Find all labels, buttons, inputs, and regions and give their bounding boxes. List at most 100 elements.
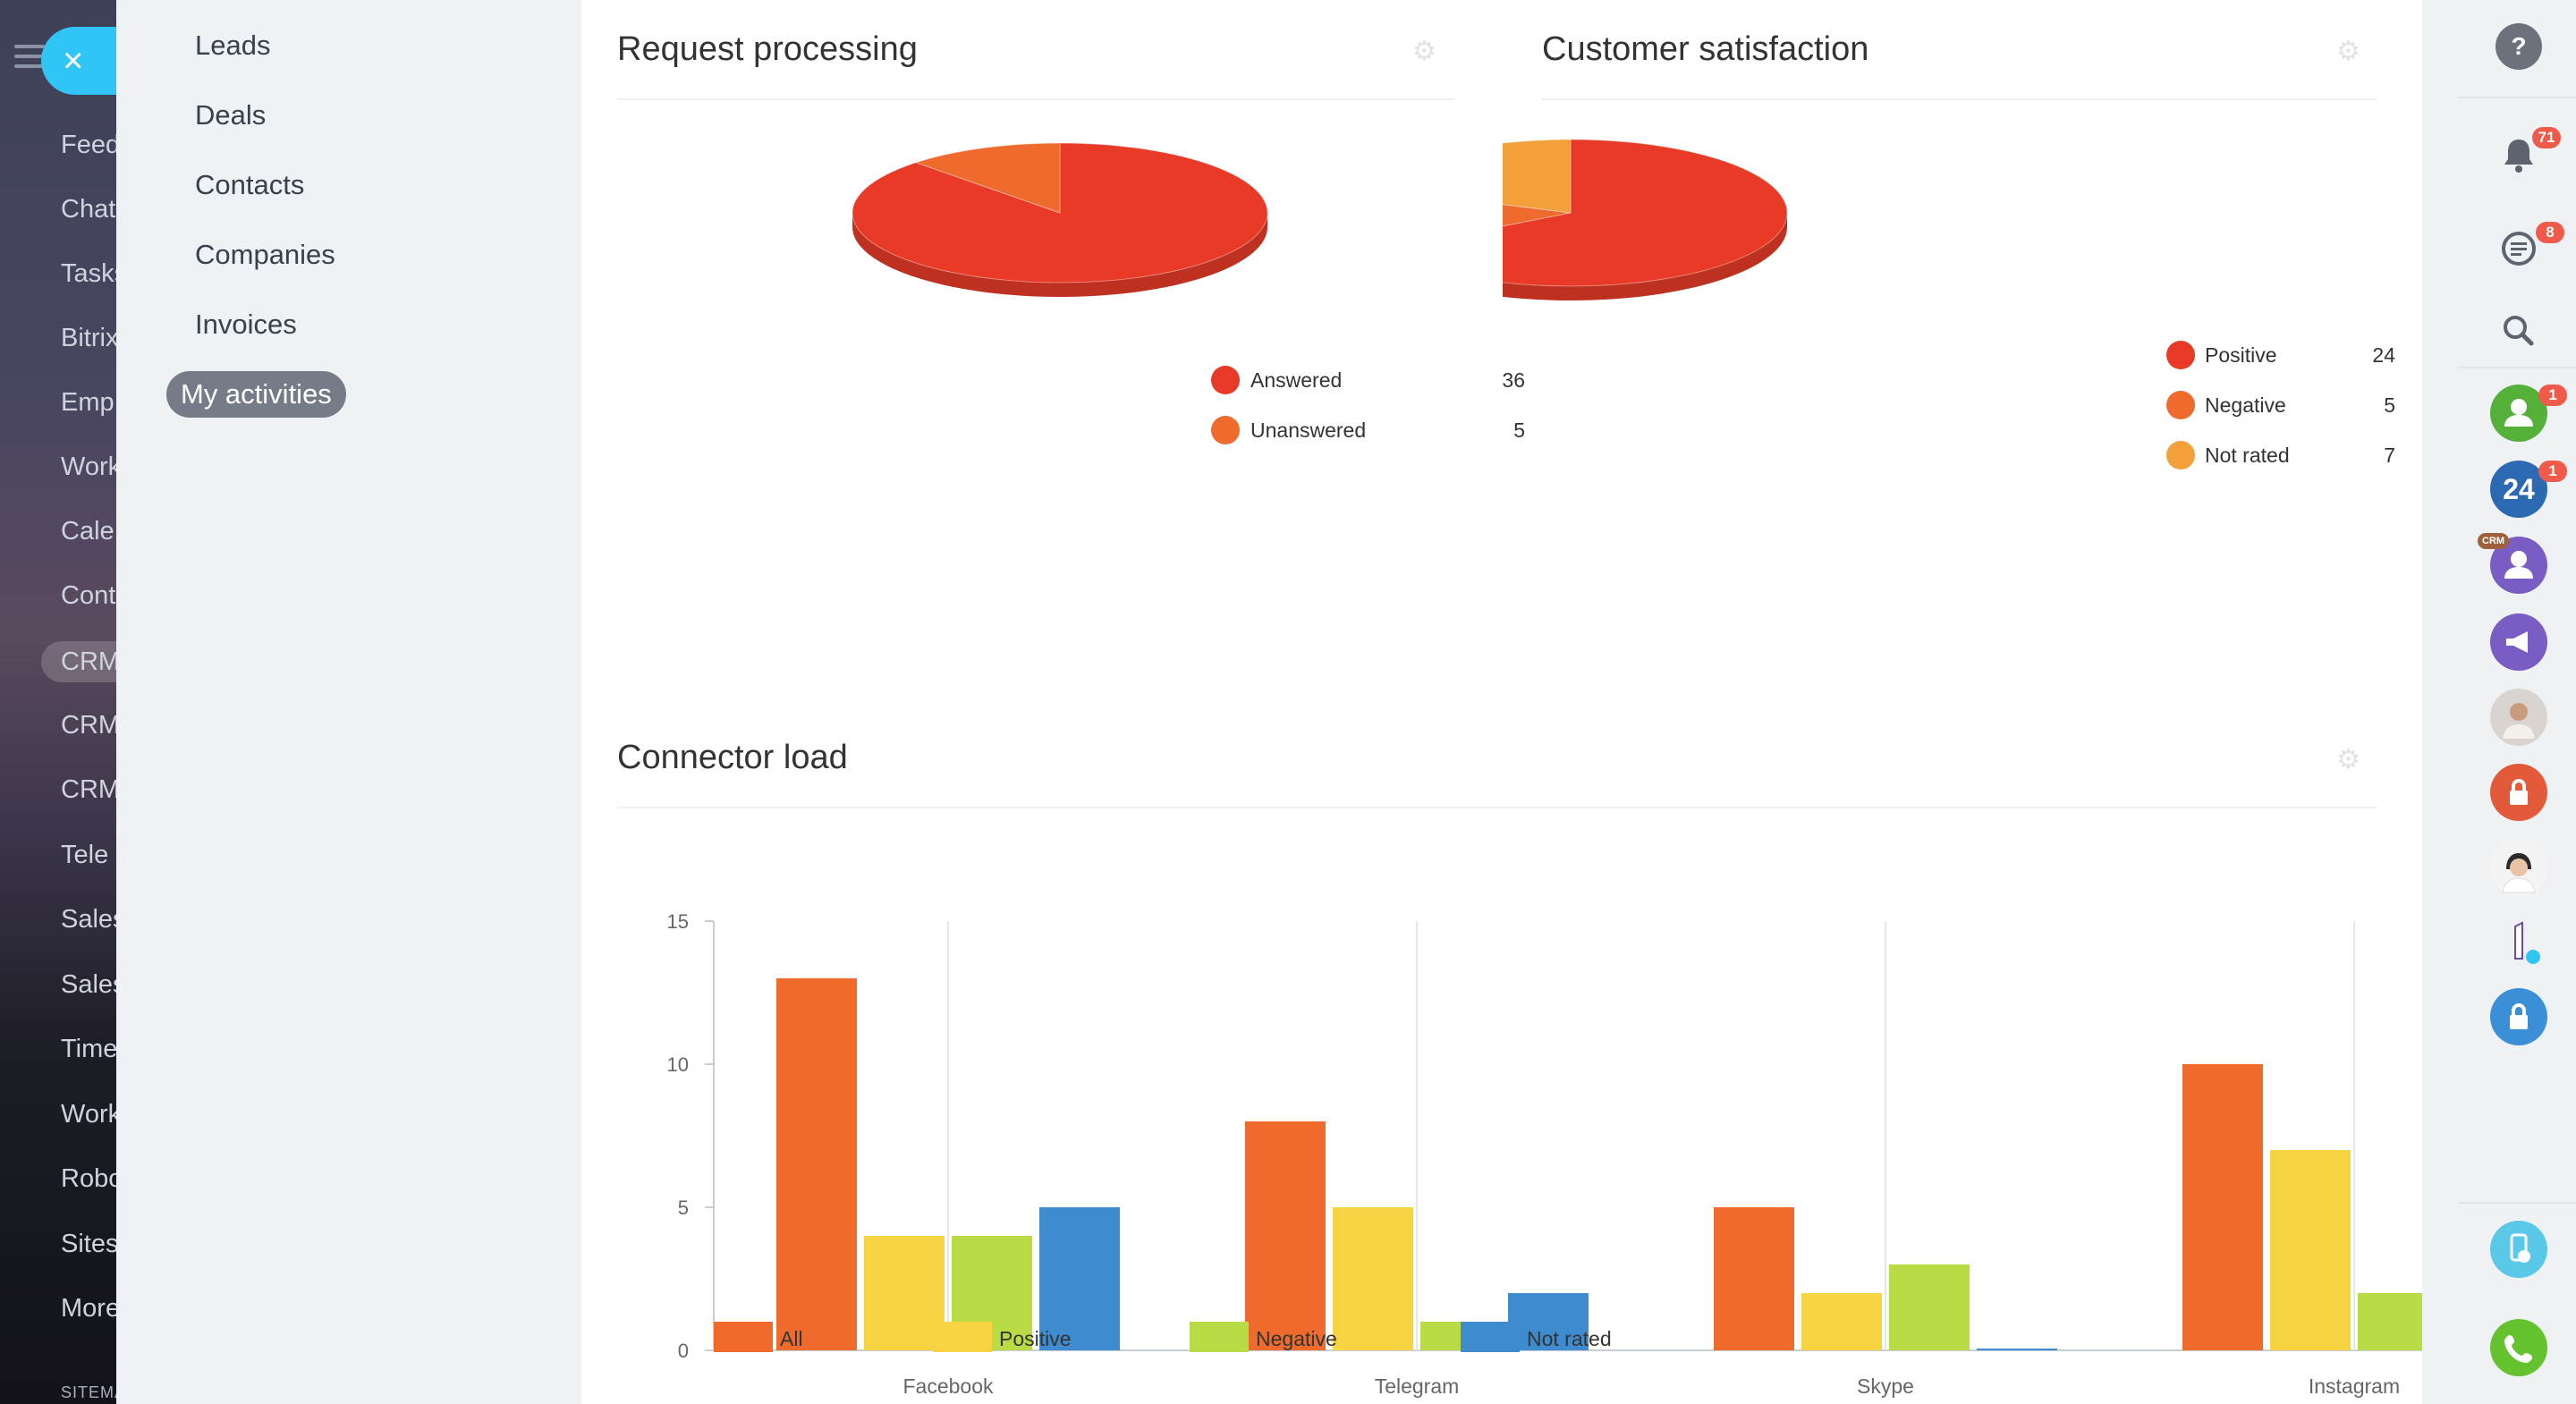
sidebar-item[interactable]: Cale xyxy=(61,517,114,546)
sidebar-item[interactable]: Work xyxy=(61,452,116,481)
sidebar-item[interactable]: Time xyxy=(61,1035,116,1063)
customer-satisfaction-title: Customer satisfaction xyxy=(1542,30,1869,68)
legend-swatch-negative[interactable] xyxy=(1190,1322,1249,1352)
divider xyxy=(2458,1202,2576,1204)
legend-swatch-positive[interactable] xyxy=(933,1322,992,1352)
main-sidebar: × Feed Chat Tasks Bitrix Emp Work Cale Cont CRM C… xyxy=(0,0,116,1404)
lock-icon[interactable] xyxy=(2490,988,2547,1045)
bar-facebook-positive[interactable] xyxy=(864,1236,945,1350)
gear-icon[interactable]: ⚙ xyxy=(1412,37,1436,66)
legend-label-not-rated: Not rated xyxy=(1527,1327,1612,1350)
legend-label-not-rated: Not rated xyxy=(2205,444,2290,467)
megaphone-icon[interactable] xyxy=(2490,613,2547,671)
bar-skype-all[interactable] xyxy=(1714,1207,1794,1350)
divider xyxy=(2458,367,2576,368)
legend-dot-positive xyxy=(2166,341,2195,369)
lock-icon[interactable] xyxy=(2490,764,2547,821)
sidebar-item[interactable]: Sites xyxy=(61,1230,116,1258)
submenu-item-my-activities[interactable]: My activities xyxy=(166,371,346,418)
sidebar-item[interactable]: Cont xyxy=(61,581,116,610)
legend-label-answered: Answered xyxy=(1250,368,1343,392)
sidebar-item[interactable]: Chat xyxy=(61,195,116,224)
sidebar-item[interactable]: Sales xyxy=(61,905,116,934)
sidebar-item[interactable]: CRM xyxy=(61,711,116,740)
bar-telegram-positive[interactable] xyxy=(1333,1207,1413,1350)
y-tick-label: 0 xyxy=(678,1340,689,1362)
sidebar-item[interactable]: Sales xyxy=(61,970,116,999)
pie-slice-positive[interactable] xyxy=(1503,139,1788,287)
sidebar-item[interactable]: Tele xyxy=(61,841,109,869)
right-rail: ? 71 8 1 24 1 CRM xyxy=(2422,0,2576,1404)
bar-telegram-not-rated[interactable] xyxy=(1508,1293,1589,1350)
search-icon[interactable] xyxy=(2490,302,2547,359)
bar-telegram-all[interactable] xyxy=(1245,1121,1326,1350)
divider xyxy=(617,98,1454,100)
crm-submenu: Leads Deals Contacts Companies Invoices … xyxy=(116,0,581,1404)
legend-dot-unanswered xyxy=(1211,416,1240,444)
user-photo-avatar[interactable] xyxy=(2490,839,2547,896)
bitrix24-icon[interactable]: 24 xyxy=(2490,461,2547,518)
bitrix24-badge: 1 xyxy=(2538,461,2567,482)
legend-dot-negative xyxy=(2166,391,2195,419)
legend-swatch-all[interactable] xyxy=(714,1322,773,1352)
close-menu-button[interactable]: × xyxy=(41,27,116,95)
notifications-badge: 71 xyxy=(2532,127,2561,148)
sidebar-item[interactable]: CRM xyxy=(61,775,116,804)
pie-slice-answered[interactable] xyxy=(852,142,1268,283)
legend-value-positive: 24 xyxy=(2372,343,2395,367)
help-icon[interactable]: ? xyxy=(2496,23,2542,70)
legend-label-unanswered: Unanswered xyxy=(1250,419,1367,442)
sidebar-item[interactable]: CRM xyxy=(41,641,116,682)
sidebar-item[interactable]: Work xyxy=(61,1100,116,1129)
bar-instagram-positive[interactable] xyxy=(2270,1150,2351,1350)
sidebar-item[interactable]: Feed xyxy=(61,131,116,159)
mobile-app-icon[interactable] xyxy=(2490,1221,2547,1278)
legend-label-negative: Negative xyxy=(1256,1327,1337,1350)
bar-facebook-not-rated[interactable] xyxy=(1039,1207,1120,1350)
pie-slice-not-rated[interactable] xyxy=(1503,139,1572,214)
sidebar-item[interactable]: Tasks xyxy=(61,259,116,288)
bar-facebook-all[interactable] xyxy=(776,978,857,1350)
user-badge: 1 xyxy=(2538,385,2567,406)
sidebar-item[interactable]: Robo xyxy=(61,1164,116,1193)
submenu-item-leads[interactable]: Leads xyxy=(195,30,271,61)
user-photo-avatar[interactable] xyxy=(2490,689,2547,746)
submenu-item-contacts[interactable]: Contacts xyxy=(195,169,305,200)
bar-skype-not-rated[interactable] xyxy=(1977,1349,2057,1350)
bell-icon[interactable] xyxy=(2490,127,2547,184)
legend-label-positive: Positive xyxy=(2205,343,2277,367)
sidebar-item[interactable]: Bitrix xyxy=(61,324,116,352)
legend-value-unanswered: 5 xyxy=(1513,419,1525,442)
bar-skype-positive[interactable] xyxy=(1801,1293,1882,1350)
connector-load-title: Connector load xyxy=(617,739,848,776)
legend-dot-not-rated xyxy=(2166,441,2195,469)
submenu-item-companies[interactable]: Companies xyxy=(195,239,335,270)
y-tick-label: 15 xyxy=(667,910,689,933)
divider xyxy=(2458,97,2576,98)
request-processing-pie xyxy=(852,142,1268,297)
bar-instagram-all[interactable] xyxy=(2182,1064,2263,1350)
bar-instagram-negative[interactable] xyxy=(2358,1293,2422,1350)
gear-icon[interactable]: ⚙ xyxy=(2336,745,2360,774)
divider xyxy=(617,807,2377,808)
gear-icon[interactable]: ⚙ xyxy=(2336,37,2360,66)
anniversary-icon[interactable] xyxy=(2490,912,2547,969)
x-tick-label: Facebook xyxy=(902,1374,994,1398)
submenu-item-deals[interactable]: Deals xyxy=(195,99,267,131)
x-tick-label: Skype xyxy=(1857,1374,1914,1398)
menu-icon[interactable] xyxy=(14,45,45,74)
messages-icon[interactable] xyxy=(2490,220,2547,277)
legend-swatch-not-rated[interactable] xyxy=(1461,1322,1520,1352)
pie-slice-unanswered[interactable] xyxy=(914,142,1061,214)
legend-value-negative: 5 xyxy=(2384,393,2395,417)
sidebar-item[interactable]: More xyxy=(61,1294,116,1323)
sidebar-item[interactable]: Emp xyxy=(61,388,114,417)
submenu-item-invoices[interactable]: Invoices xyxy=(195,309,297,340)
sitemap-link[interactable]: SITEMAP xyxy=(61,1383,116,1401)
bar-skype-negative[interactable] xyxy=(1889,1264,1970,1350)
phone-icon[interactable] xyxy=(2490,1319,2547,1376)
pie-slice-side xyxy=(852,213,1267,297)
user-avatar-icon[interactable] xyxy=(2490,385,2547,442)
legend-label-negative: Negative xyxy=(2205,393,2286,417)
pie-slice-negative[interactable] xyxy=(1503,188,1572,250)
